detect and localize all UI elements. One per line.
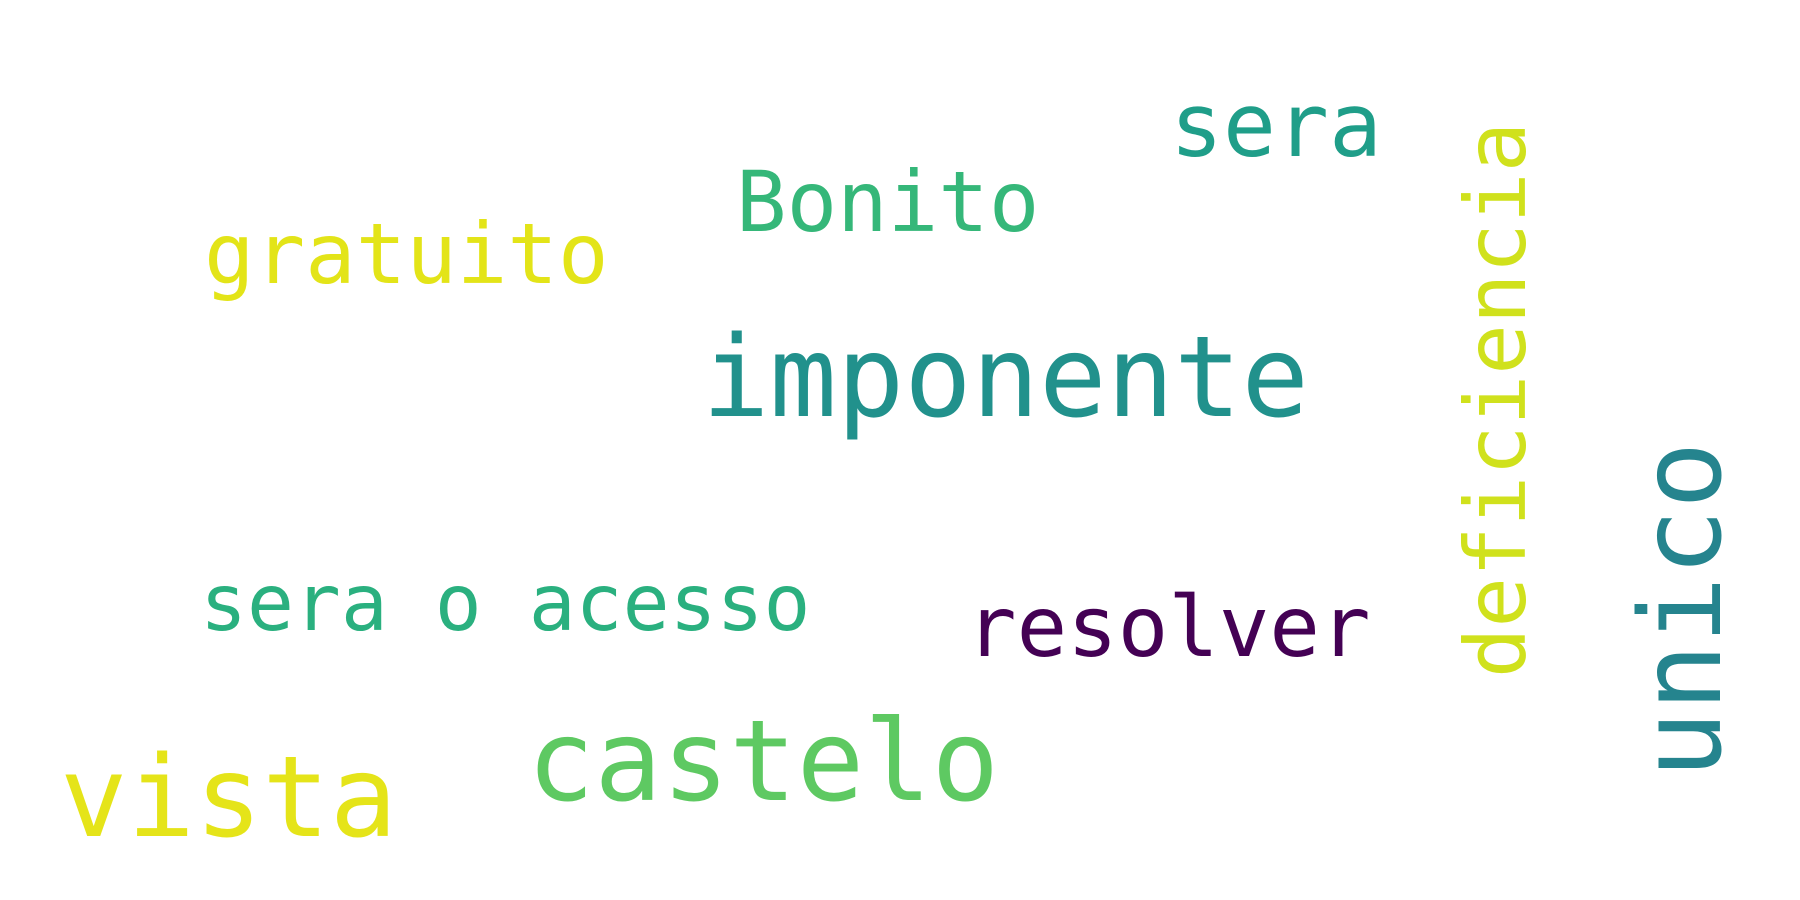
word-sera: sera bbox=[1170, 74, 1382, 177]
word-gratuito: gratuito bbox=[204, 205, 609, 303]
word-deficiencia: deficiencia bbox=[1447, 121, 1545, 679]
word-imponente: imponente bbox=[702, 313, 1309, 443]
word-sera-o-acesso: sera o acesso bbox=[200, 559, 811, 649]
word-unico: unico bbox=[1617, 441, 1747, 779]
word-unico-vertical: unico bbox=[1617, 441, 1800, 778]
word-resolver: resolver bbox=[966, 578, 1371, 676]
word-bonito: Bonito bbox=[736, 153, 1040, 251]
word-vista: vista bbox=[60, 733, 398, 863]
word-castelo: castelo bbox=[527, 697, 1000, 827]
